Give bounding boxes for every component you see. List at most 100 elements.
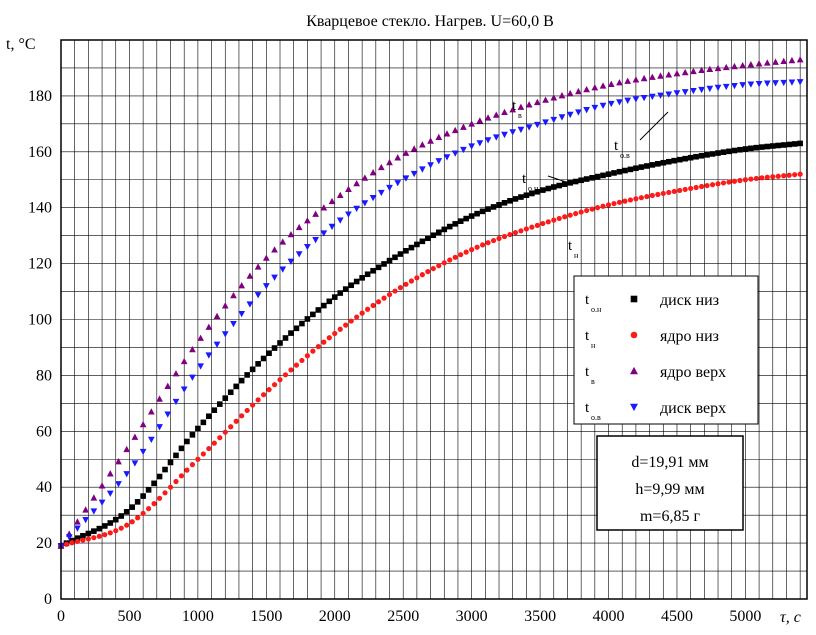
curve-label-subscript: н [574,251,579,260]
data-point [195,456,201,462]
curve-label-subscript: в [518,111,522,120]
data-point [213,341,221,348]
data-point [622,167,628,174]
data-point [402,149,410,156]
data-point [90,508,98,515]
y-tick-label: 80 [36,367,52,384]
data-point [91,528,97,534]
data-point [392,254,398,261]
legend-marker [630,331,638,339]
data-point [523,192,530,199]
data-point [632,96,640,103]
data-point [430,232,437,239]
data-point [518,228,524,234]
data-point [206,445,212,452]
data-point [167,459,174,466]
data-point [720,149,727,155]
data-point [671,157,678,164]
data-point [627,166,634,173]
data-point [369,169,377,176]
data-point [492,134,500,141]
data-point [796,79,804,86]
data-point [616,168,623,175]
data-point [427,162,434,169]
data-point [567,212,573,218]
info-box-frame [596,435,744,531]
data-point [468,213,475,219]
data-point [648,73,656,80]
data-point [124,522,130,528]
data-point [578,209,584,215]
data-point [106,470,114,477]
data-point [118,525,124,531]
data-point [485,240,491,246]
data-point [558,92,566,99]
data-point [632,76,640,83]
curve-label-leader [547,175,573,185]
data-point [788,56,796,64]
data-point [791,141,798,147]
data-point [463,215,469,222]
data-point [156,395,163,402]
data-point [364,271,371,278]
data-point [699,183,705,190]
legend-symbol-subscript: о.в [591,413,601,422]
data-point [82,516,89,524]
data-point [260,392,267,398]
data-point [463,249,469,255]
data-point [238,377,245,384]
data-point [299,357,305,364]
data-point [677,187,683,194]
data-point [624,97,632,104]
data-point [255,397,261,403]
data-point [246,272,254,279]
data-point [644,163,650,169]
data-point [410,170,418,178]
data-point [704,152,710,158]
data-point [769,143,776,149]
data-point [135,515,141,521]
data-point [107,520,114,526]
data-point [414,275,420,281]
data-point [282,372,289,378]
data-point [178,473,185,479]
data-point [747,81,755,88]
data-point [381,295,387,301]
data-point [315,307,322,313]
data-point [682,155,688,162]
data-point [584,207,590,214]
legend-symbol-subscript: н [591,341,596,350]
data-point [361,174,369,181]
data-point [441,226,448,233]
data-point [312,210,319,217]
data-point [336,217,344,224]
data-point [512,230,519,236]
data-point [540,187,546,193]
data-point [361,200,369,207]
data-point [345,185,352,193]
data-point [687,154,694,161]
data-point [572,178,579,185]
data-point [474,244,480,250]
data-point [377,189,385,197]
data-point [134,499,141,505]
data-point [690,87,697,95]
data-point [348,282,354,289]
data-point [332,330,338,337]
data-point [706,65,714,73]
data-point [82,506,89,513]
data-point [715,181,721,187]
data-point [747,61,755,68]
data-point [436,263,442,269]
data-point [507,198,513,204]
data-point [381,261,387,267]
data-point [616,99,623,106]
data-point [359,275,365,281]
data-point [681,68,689,76]
data-point [295,223,303,231]
data-point [244,407,250,414]
data-point [709,182,716,188]
data-point [279,238,287,245]
data-point [627,197,634,203]
data-point [244,372,250,378]
